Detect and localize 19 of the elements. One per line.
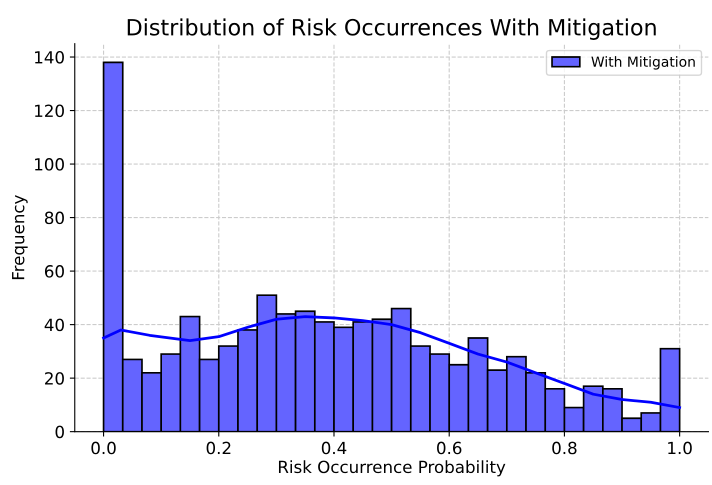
- y-tick-label: 40: [44, 318, 64, 332]
- y-axis-title: Frequency: [12, 195, 28, 280]
- y-tick-label: 80: [44, 212, 64, 224]
- x-tick-label: 0.8: [552, 442, 577, 454]
- y-tick-label: 0: [56, 426, 64, 438]
- x-tick-label: 0.4: [322, 442, 346, 454]
- x-tick-label: 1.0: [668, 442, 692, 454]
- y-tick-label: 120: [35, 104, 64, 118]
- chart-title: Distribution of Risk Occurrences With Mitigation: [128, 18, 656, 40]
- y-tick-label: 20: [45, 372, 64, 385]
- y-tick-label: 60: [44, 265, 64, 278]
- line-series: [102, 315, 682, 409]
- legend-label: With Mitigation: [591, 56, 695, 70]
- x-tick-label: 0.6: [437, 442, 462, 454]
- y-tick-label: 140: [35, 50, 64, 64]
- x-axis-title: Risk Occurrence Probability: [278, 460, 506, 476]
- x-tick-label: 0.0: [91, 442, 116, 454]
- y-tick-label: 100: [35, 158, 64, 171]
- x-tick-label: 0.2: [206, 442, 230, 454]
